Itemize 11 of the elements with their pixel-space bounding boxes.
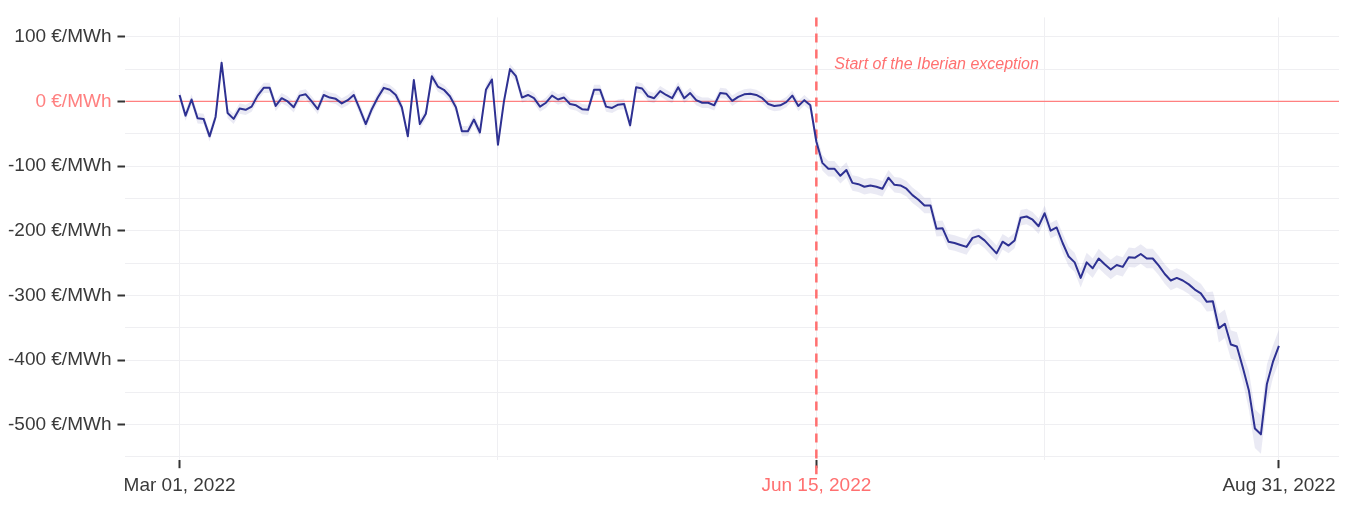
y-tick-label: -400 €/MWh bbox=[8, 348, 112, 370]
x-tick-label: Mar 01, 2022 bbox=[123, 473, 236, 495]
y-tick-label: -200 €/MWh bbox=[8, 218, 112, 240]
y-tick-label: -500 €/MWh bbox=[8, 412, 112, 434]
x-tick-label: Jun 15, 2022 bbox=[761, 473, 872, 495]
y-tick-label: -300 €/MWh bbox=[8, 283, 112, 305]
y-tick-label: 100 €/MWh bbox=[14, 25, 112, 47]
x-tick-label: Aug 31, 2022 bbox=[1222, 473, 1336, 495]
y-tick-label: 0 €/MWh bbox=[35, 89, 112, 111]
y-tick-label: -100 €/MWh bbox=[8, 154, 112, 176]
ref-line-label: Start of the Iberian exception bbox=[834, 54, 1040, 72]
